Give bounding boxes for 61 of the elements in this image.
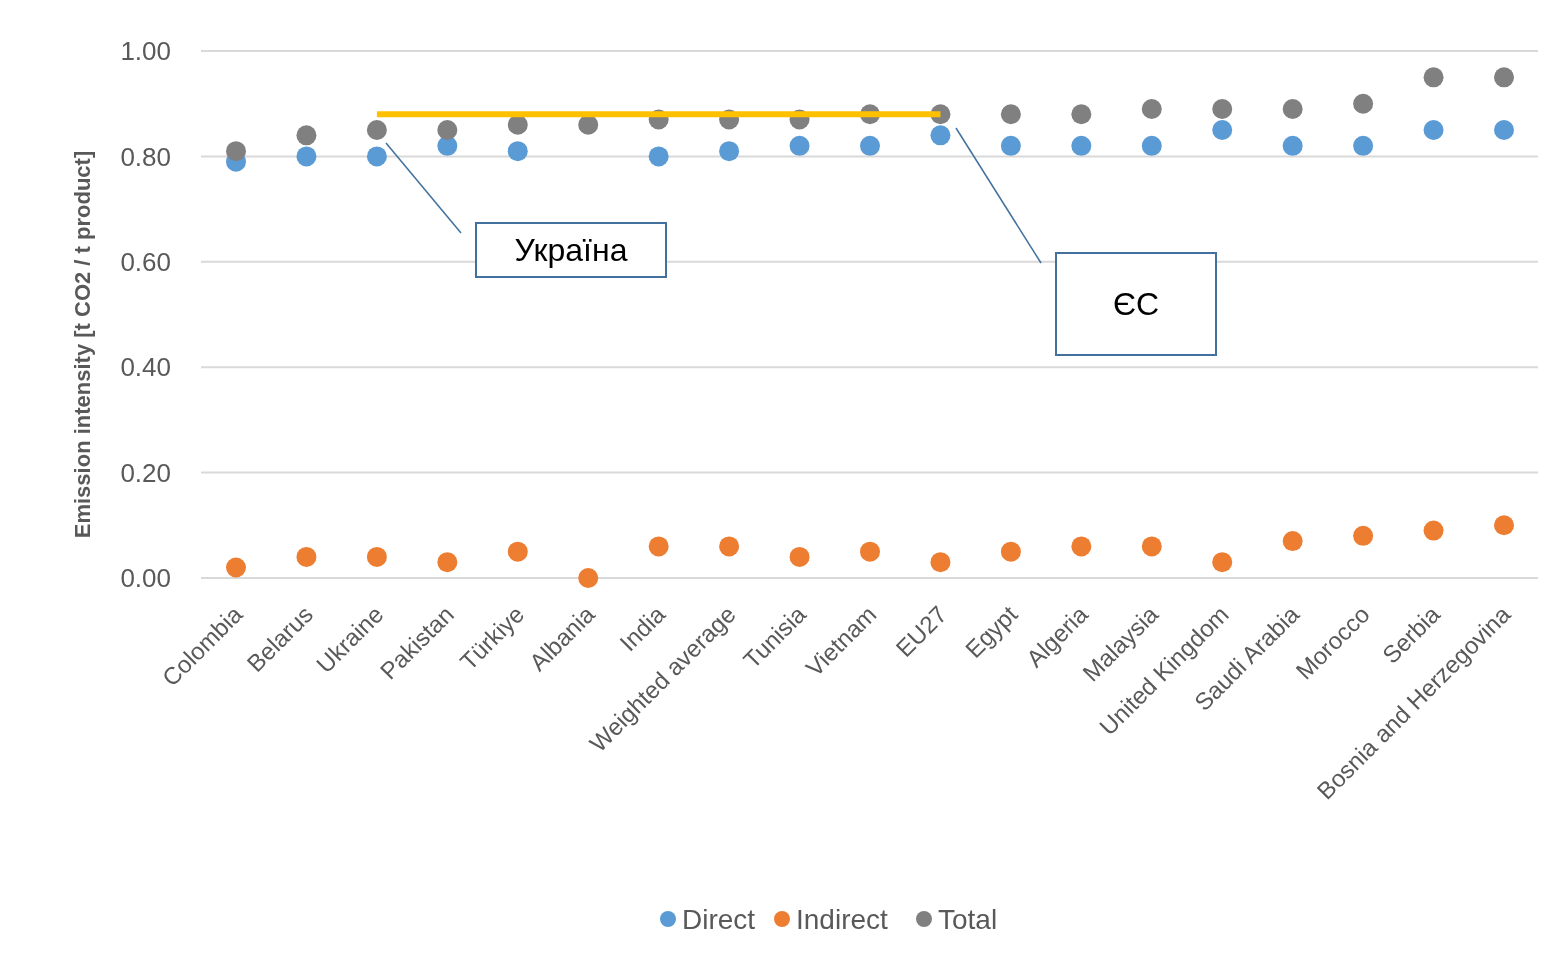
annotation: ЄС [1112,286,1160,323]
point [296,546,317,567]
point [860,541,880,562]
point [1071,104,1092,125]
y-tick-label: 0.00 [120,563,171,594]
point [366,146,387,167]
point [507,114,528,135]
y-axis-title: Emission intensity [t CO2 / t product] [70,150,95,539]
point [789,135,810,156]
point [789,546,810,567]
legend-label: Total [938,903,998,935]
point [1071,536,1092,557]
point [860,135,880,156]
point [507,541,528,562]
point [1353,525,1374,546]
point [1282,531,1303,552]
point [1494,67,1514,88]
legend-label: Indirect [796,903,889,935]
point [1000,104,1021,125]
point [578,568,599,588]
point [719,141,740,162]
point [437,120,458,141]
point [1494,120,1514,141]
point [1423,67,1444,88]
point [296,146,317,167]
y-tick-label: 0.40 [120,352,171,383]
legend-label: Direct [682,903,756,935]
point [578,114,599,135]
point [1141,98,1162,119]
y-tick-label: 1.00 [120,36,171,67]
y-tick-label: 0.60 [120,246,171,277]
point [1141,135,1162,156]
point [1423,520,1444,541]
y-tick-label: 0.20 [120,457,171,488]
point [437,552,458,573]
point [226,557,246,578]
point [1494,515,1514,536]
point [648,536,669,557]
point [507,141,528,162]
point [930,552,951,573]
point [226,141,246,162]
point [1071,135,1092,156]
point [648,146,669,167]
point [1212,98,1233,119]
point [296,125,317,146]
point [1000,541,1021,562]
point [1282,135,1303,156]
point [1423,120,1444,141]
point [1353,135,1374,156]
y-tick-label: 0.80 [120,141,171,172]
point [366,120,387,141]
point [930,125,951,146]
point [366,546,387,567]
point [1141,536,1162,557]
point [1212,552,1233,573]
point [1353,93,1374,114]
point [1282,98,1303,119]
point [1000,135,1021,156]
point [1212,120,1233,141]
point [719,536,740,557]
annotation: Україна [514,232,628,269]
